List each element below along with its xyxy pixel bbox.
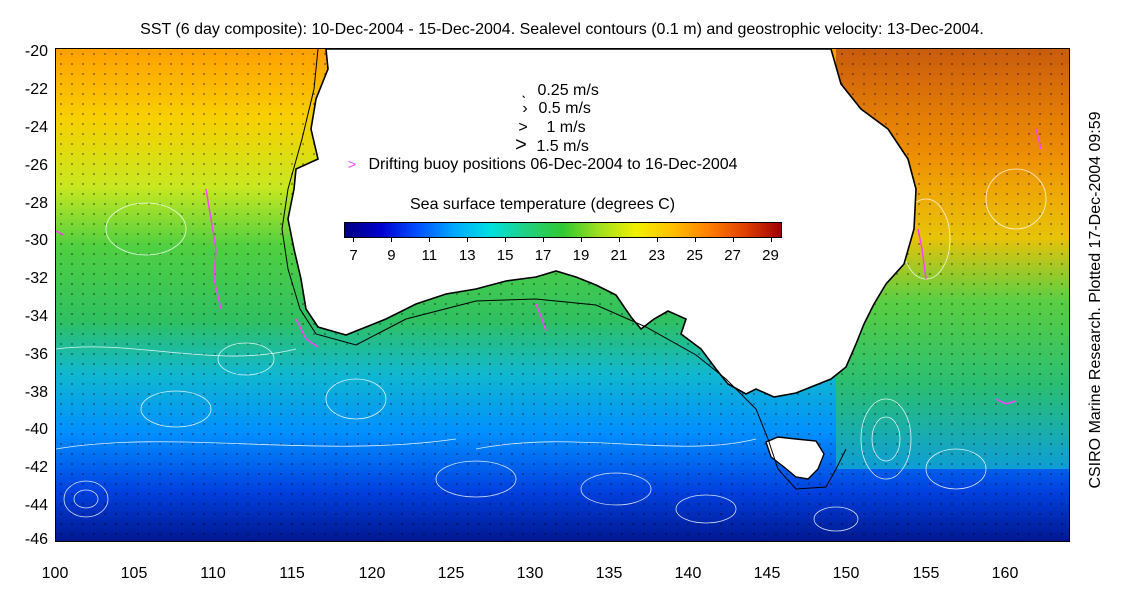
lat-tick-label: -46 (24, 531, 48, 548)
colorbar-tick-label: 23 (648, 247, 666, 264)
lat-tick-label: -40 (24, 421, 48, 438)
lon-tick-label: 115 (279, 565, 305, 582)
velocity-arrow-icon: ˎ (521, 82, 527, 99)
lat-tick-label: -42 (24, 459, 48, 476)
colorbar-tick-label: 29 (762, 247, 779, 264)
lat-tick-label: -44 (24, 497, 48, 514)
colorbar-tick-label: 21 (610, 247, 628, 264)
buoy-marker-icon: > (347, 156, 357, 172)
colorbar-tick-mark (429, 237, 431, 242)
colorbar-tick-mark (732, 237, 734, 242)
lat-tick-label: -28 (24, 195, 48, 212)
lon-tick-label: 125 (437, 565, 465, 582)
colorbar-tick-label: 15 (496, 247, 514, 264)
colorbar-tick-mark (580, 237, 582, 242)
lat-tick-label: -20 (24, 43, 48, 60)
sst-colorbar (344, 222, 782, 238)
colorbar-tick-label: 19 (572, 247, 590, 264)
buoy-legend-label: Drifting buoy positions 06-Dec-2004 to 1… (368, 156, 738, 173)
velocity-scale-row: › 0.5 m/s (516, 100, 591, 118)
lon-tick-label: 160 (991, 565, 1019, 582)
colorbar-tick-mark (656, 237, 658, 242)
colorbar-tick-label: 13 (458, 247, 476, 264)
lon-tick-label: 120 (358, 565, 386, 582)
colorbar-tick-mark (505, 237, 507, 242)
colorbar-tick-label: 7 (349, 247, 358, 264)
colorbar-tick-label: 27 (724, 247, 741, 264)
colorbar-tick-label: 9 (387, 247, 396, 264)
colorbar-tick-label: 17 (534, 247, 552, 264)
velocity-scale-row: > 1.5 m/s (512, 134, 589, 156)
velocity-scale-label: 0.25 m/s (537, 82, 599, 99)
lon-tick-label: 110 (200, 565, 226, 582)
lat-tick-label: -22 (24, 81, 48, 98)
colorbar-tick-mark (618, 237, 620, 242)
lat-tick-label: -34 (24, 308, 48, 325)
lat-tick-label: -38 (24, 384, 48, 401)
lat-tick-label: -32 (24, 270, 48, 287)
lon-tick-label: 150 (832, 565, 860, 582)
colorbar-tick-mark (694, 237, 696, 242)
colorbar-tick-mark (770, 237, 772, 242)
lat-tick-label: -26 (24, 157, 48, 174)
lon-tick-label: 135 (595, 565, 623, 582)
tasmania-land (765, 436, 825, 480)
colorbar-tick-mark (353, 237, 355, 242)
colorbar-tick-mark (543, 237, 545, 242)
lat-tick-label: -36 (24, 346, 48, 363)
velocity-scale-row: > 1 m/s (514, 119, 586, 137)
velocity-arrow-icon: › (522, 100, 528, 117)
velocity-arrow-icon: > (515, 134, 527, 156)
colorbar-tick-label: 25 (686, 247, 704, 264)
velocity-arrow-icon: > (518, 119, 528, 136)
velocity-scale-label: 1.5 m/s (536, 138, 589, 155)
lat-tick-label: -24 (24, 119, 48, 136)
lon-tick-label: 140 (674, 565, 702, 582)
colorbar-tick-label: 11 (421, 247, 438, 264)
credit-label: CSIRO Marine Research. Plotted 17-Dec-20… (1087, 111, 1104, 489)
colorbar-tick-mark (391, 237, 393, 242)
velocity-scale-row: ˎ 0.25 m/s (515, 82, 599, 100)
lon-tick-label: 100 (41, 565, 69, 582)
buoy-legend-row: > Drifting buoy positions 06-Dec-2004 to… (340, 156, 738, 174)
sealevel-contours (56, 168, 1047, 532)
lon-tick-label: 145 (753, 565, 781, 582)
velocity-scale-label: 1 m/s (546, 119, 586, 136)
colorbar-title: Sea surface temperature (degrees C) (410, 196, 676, 213)
lat-tick-label: -30 (24, 232, 48, 249)
credit-text: CSIRO Marine Research. Plotted 17-Dec-20… (1084, 70, 1108, 530)
velocity-scale-label: 0.5 m/s (538, 100, 591, 117)
shelf-contour (281, 49, 847, 490)
lon-tick-label: 155 (912, 565, 940, 582)
lon-tick-label: 105 (120, 565, 148, 582)
figure-title: SST (6 day composite): 10-Dec-2004 - 15-… (140, 21, 984, 38)
buoy-tracks (56, 128, 1042, 405)
lon-tick-label: 130 (516, 565, 544, 582)
colorbar-tick-mark (467, 237, 469, 242)
